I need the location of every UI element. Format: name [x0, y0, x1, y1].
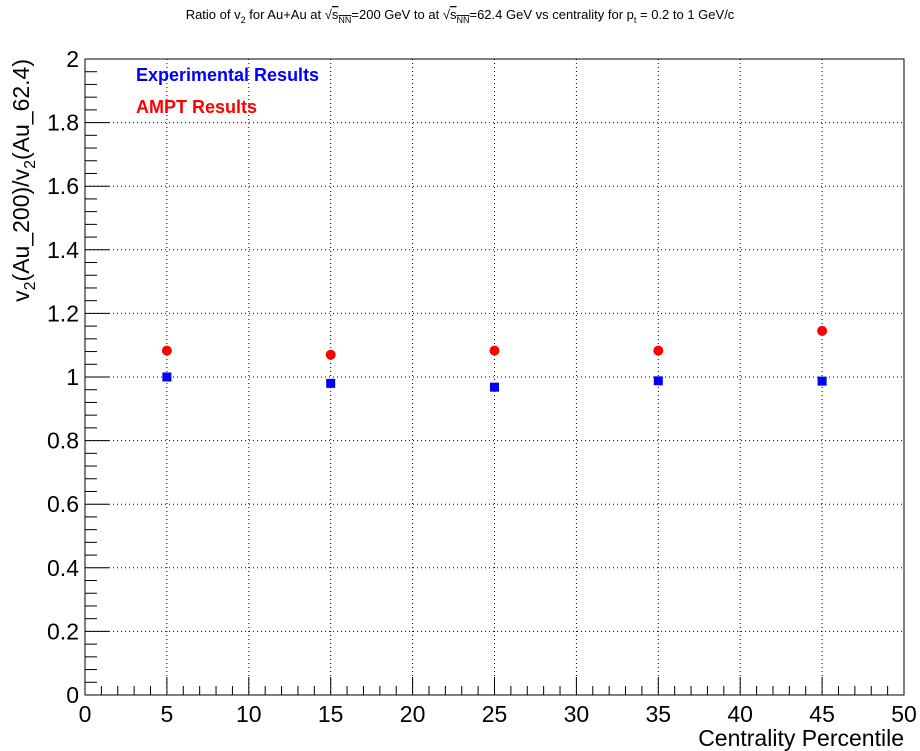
ampt-point: [325, 349, 336, 360]
y-tick-label: 1.2: [47, 300, 79, 326]
legend-ampt: AMPT Results: [136, 97, 257, 117]
axis-ticks: [84, 58, 905, 696]
ampt-point: [817, 325, 828, 336]
y-tick-label: 1.8: [47, 110, 79, 136]
x-tick-labels: 0 5 10 15 20 25 30 35 40 45 50: [79, 701, 917, 727]
y-axis-label: v2(Au_200)/v2(Au_62.4): [8, 59, 39, 302]
x-tick-label: 5: [161, 701, 174, 727]
y-tick-label: 0.6: [47, 491, 79, 517]
chart-title: Ratio of v2 for Au+Au at √sNN=200 GeV to…: [186, 7, 735, 25]
y-tick-label: 0.4: [47, 555, 79, 581]
x-tick-label: 25: [482, 701, 508, 727]
y-tick-label: 0.2: [47, 618, 79, 644]
y-tick-label: 1.4: [47, 237, 79, 263]
x-tick-label: 45: [809, 701, 835, 727]
x-tick-label: 10: [236, 701, 262, 727]
experimental-point: [653, 376, 663, 386]
ampt-point: [489, 345, 500, 356]
x-tick-label: 40: [727, 701, 753, 727]
experimental-point: [162, 372, 172, 382]
y-tick-label: 0: [66, 682, 79, 708]
y-tick-label: 1.6: [47, 173, 79, 199]
experimental-point: [817, 376, 827, 386]
y-tick-labels: 0 0.2 0.4 0.6 0.8 1 1.2 1.4 1.6 1.8 2: [47, 46, 79, 708]
x-tick-label: 0: [79, 701, 92, 727]
data-points: [161, 325, 828, 392]
x-axis-label: Centrality Percentile: [698, 725, 904, 751]
legend-experimental: Experimental Results: [136, 65, 319, 85]
y-tick-label: 1: [66, 364, 79, 390]
x-tick-label: 30: [564, 701, 590, 727]
x-tick-label: 50: [891, 701, 917, 727]
y-tick-label: 2: [66, 46, 79, 72]
x-tick-label: 15: [318, 701, 344, 727]
experimental-point: [490, 382, 499, 392]
x-tick-label: 20: [400, 701, 426, 727]
ampt-point: [653, 345, 664, 356]
y-tick-label: 0.8: [47, 428, 79, 454]
experimental-point: [326, 378, 336, 388]
ampt-point: [161, 345, 172, 356]
grid: [85, 59, 904, 695]
x-tick-label: 35: [646, 701, 672, 727]
